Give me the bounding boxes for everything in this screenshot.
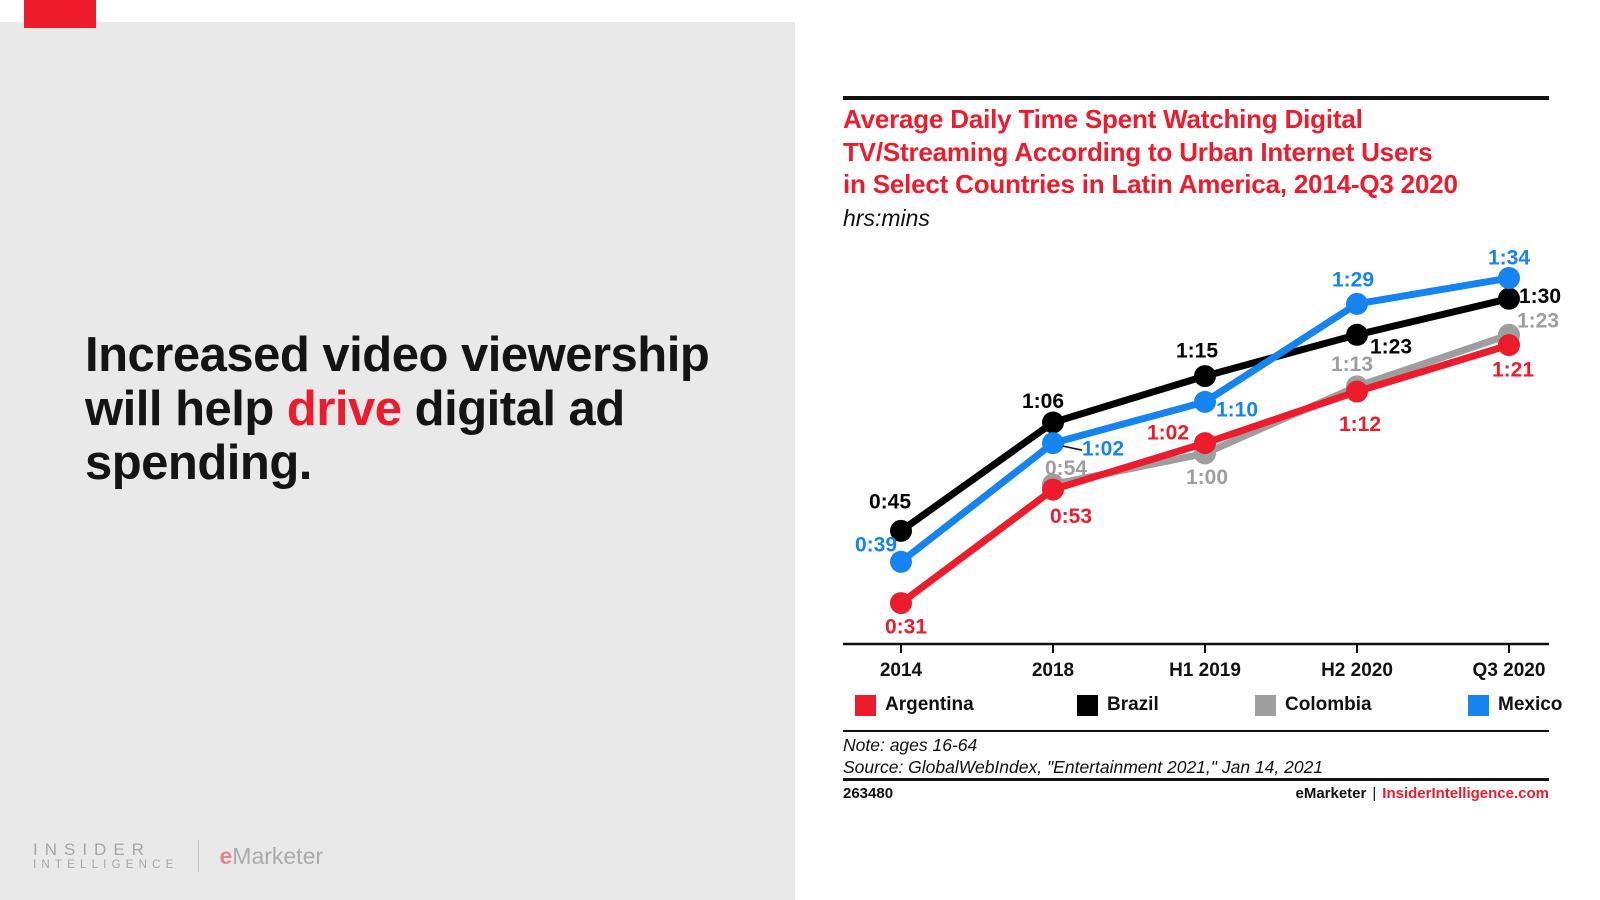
x-axis-label-2018: 2018 — [1032, 660, 1074, 681]
footer-top-rule — [843, 778, 1549, 781]
emarketer-e: e — [219, 842, 233, 869]
slide-headline: Increased video viewership will help dri… — [85, 328, 750, 490]
data-point-mexico-2014 — [890, 550, 912, 573]
legend-label-colombia: Colombia — [1285, 694, 1372, 715]
legend-swatch-brazil — [1077, 694, 1098, 716]
data-point-brazil-2014 — [890, 519, 912, 542]
data-point-brazil-q3-2020 — [1498, 287, 1520, 310]
legend-swatch-colombia — [1255, 694, 1276, 716]
data-label-brazil-h1-2019: 1:15 — [1176, 340, 1218, 363]
chart-id: 263480 — [843, 785, 894, 802]
legend-item-brazil: Brazil — [1077, 694, 1159, 716]
data-point-brazil-2018 — [1042, 411, 1064, 434]
headline-line1: Increased video viewership — [85, 328, 710, 382]
x-axis-label-h2-2020: H2 2020 — [1321, 660, 1393, 681]
data-label-brazil-2018: 1:06 — [1022, 390, 1064, 413]
line-chart: 2014 2018 H1 2019 H2 2020 Q3 2020 0:54 1:00 1:1… — [843, 247, 1561, 681]
headline-accent-word: drive — [286, 382, 402, 436]
data-point-mexico-2018 — [1042, 432, 1064, 455]
data-label-colombia-q3-2020: 1:23 — [1517, 309, 1559, 332]
insider-intelligence-emarketer-logo: INSIDER INTELLIGENCE eMarketer — [33, 840, 323, 872]
data-point-argentina-h1-2019 — [1194, 432, 1216, 455]
legend-swatch-mexico — [1468, 694, 1489, 716]
data-label-argentina-h2-2020: 1:12 — [1339, 413, 1381, 436]
data-point-argentina-2018 — [1042, 478, 1064, 501]
footer-emarketer: eMarketer — [1295, 785, 1367, 802]
data-label-mexico-2018: 1:02 — [1082, 438, 1124, 461]
data-label-argentina-2014: 0:31 — [885, 616, 927, 639]
note-source-block: Note: ages 16-64 Source: GlobalWebIndex,… — [843, 735, 1323, 778]
data-label-colombia-h1-2019: 1:00 — [1186, 466, 1228, 489]
title-top-rule — [843, 96, 1549, 100]
data-point-mexico-h1-2019 — [1194, 390, 1216, 413]
chart-source: Source: GlobalWebIndex, "Entertainment 2… — [843, 756, 1324, 777]
slide-left-panel — [0, 22, 795, 900]
data-label-argentina-h1-2019: 1:02 — [1147, 422, 1189, 445]
footer-insiderintelligence-link: InsiderIntelligence.com — [1382, 785, 1549, 802]
chart-legend: Argentina Brazil Colombia Mexico — [0, 694, 1600, 718]
chart-title-line2: TV/Streaming According to Urban Internet… — [843, 136, 1433, 167]
chart-units-subtitle: hrs:mins — [843, 205, 930, 231]
data-label-colombia-h2-2020: 1:13 — [1331, 353, 1373, 376]
data-label-mexico-2014: 0:39 — [855, 533, 897, 556]
note-top-rule — [843, 730, 1549, 732]
legend-label-argentina: Argentina — [885, 694, 974, 715]
chart-title-line3: in Select Countries in Latin America, 20… — [843, 169, 1458, 199]
x-axis-label-2014: 2014 — [880, 660, 923, 681]
data-point-mexico-q3-2020 — [1498, 267, 1520, 290]
data-point-brazil-h2-2020 — [1346, 323, 1368, 346]
legend-label-mexico: Mexico — [1498, 694, 1563, 715]
data-label-brazil-2014: 0:45 — [869, 490, 911, 513]
legend-item-argentina: Argentina — [855, 694, 974, 716]
legend-item-mexico: Mexico — [1468, 694, 1562, 716]
data-label-brazil-h2-2020: 1:23 — [1370, 335, 1412, 358]
insider-intelligence-wordmark: INSIDER INTELLIGENCE — [33, 839, 179, 872]
label-leader-line — [1062, 445, 1083, 451]
legend-label-brazil: Brazil — [1107, 694, 1159, 715]
x-axis-label-h1-2019: H1 2019 — [1169, 660, 1241, 681]
data-label-mexico-h1-2019: 1:10 — [1216, 398, 1258, 421]
data-point-argentina-q3-2020 — [1498, 334, 1520, 357]
data-label-colombia-2018: 0:54 — [1045, 457, 1087, 480]
headline-line2-post: digital ad — [401, 382, 626, 436]
insider-text: INSIDER — [33, 839, 151, 859]
footer-branding: eMarketer | InsiderIntelligence.com — [1295, 785, 1549, 802]
data-point-brazil-h1-2019 — [1194, 365, 1216, 388]
data-label-brazil-q3-2020: 1:30 — [1519, 285, 1561, 308]
headline-line2-pre: will help — [85, 382, 287, 436]
intelligence-text: INTELLIGENCE — [33, 858, 179, 871]
series-line-brazil — [898, 295, 1510, 534]
chart-title: Average Daily Time Spent Watching Digita… — [843, 103, 1563, 201]
data-label-argentina-2018: 0:53 — [1050, 505, 1092, 528]
data-point-mexico-h2-2020 — [1346, 292, 1368, 315]
data-label-mexico-q3-2020: 1:34 — [1488, 247, 1530, 270]
logo-divider — [198, 840, 200, 872]
chart-title-line1: Average Daily Time Spent Watching Digita… — [843, 104, 1363, 134]
emarketer-rest: Marketer — [232, 842, 324, 869]
data-point-argentina-2014 — [890, 592, 912, 615]
data-label-mexico-h2-2020: 1:29 — [1332, 268, 1374, 291]
x-axis-label-q3-2020: Q3 2020 — [1473, 660, 1546, 681]
chart-note: Note: ages 16-64 — [843, 735, 978, 755]
emarketer-wordmark: eMarketer — [219, 843, 323, 870]
legend-swatch-argentina — [855, 694, 876, 716]
data-point-argentina-h2-2020 — [1346, 380, 1368, 403]
headline-line3: spending. — [85, 436, 312, 490]
data-label-argentina-q3-2020: 1:21 — [1492, 359, 1534, 382]
legend-item-colombia: Colombia — [1255, 694, 1372, 716]
footer-separator: | — [1372, 785, 1377, 802]
slide-accent-bar — [24, 0, 96, 28]
